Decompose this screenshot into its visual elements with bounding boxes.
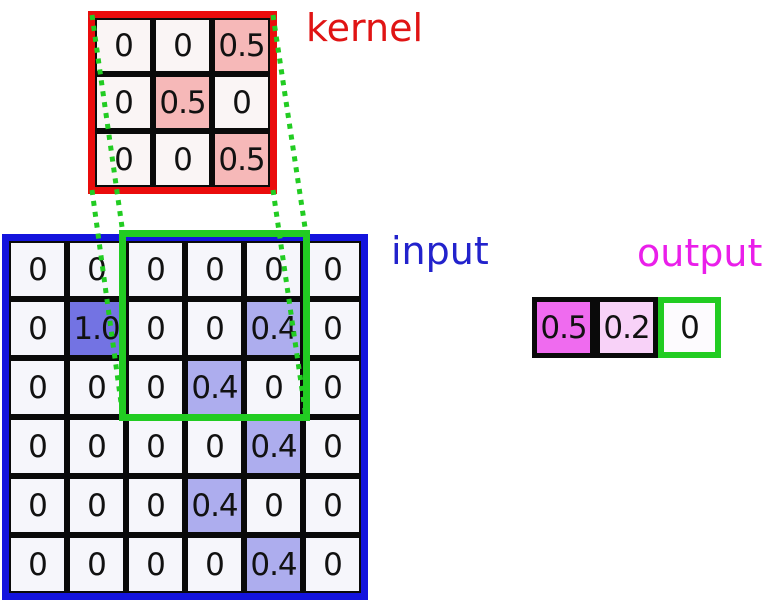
input-label: input — [391, 229, 489, 273]
kernel-cell: 0.5 — [215, 134, 268, 185]
input-cell: 0 — [306, 538, 359, 591]
input-cell: 0 — [129, 479, 182, 532]
kernel-cell: 0 — [97, 20, 150, 71]
input-cell: 0 — [306, 361, 359, 414]
kernel-cell: 0.5 — [215, 20, 268, 71]
input-cell: 0 — [129, 243, 182, 296]
input-cell: 1.0 — [70, 302, 123, 355]
input-cell: 0 — [70, 479, 123, 532]
input-cell: 0 — [11, 420, 64, 473]
input-cell: 0 — [306, 302, 359, 355]
input-cell: 0 — [70, 243, 123, 296]
kernel-grid: 0 0 0.5 0 0.5 0 0 0 0.5 — [88, 11, 277, 194]
input-cell: 0 — [129, 302, 182, 355]
input-cell: 0 — [70, 361, 123, 414]
input-cell: 0 — [188, 302, 241, 355]
kernel-label: kernel — [306, 6, 424, 50]
output-label: output — [637, 231, 763, 275]
input-cell: 0 — [306, 479, 359, 532]
input-cell: 0 — [70, 420, 123, 473]
kernel-cell: 0.5 — [156, 77, 209, 128]
output-cell: 0.5 — [532, 297, 595, 358]
input-cell: 0.4 — [247, 538, 300, 591]
input-cell: 0.4 — [188, 479, 241, 532]
input-cell: 0 — [306, 420, 359, 473]
input-cell: 0 — [11, 479, 64, 532]
input-cell: 0 — [129, 420, 182, 473]
kernel-cell: 0 — [215, 77, 268, 128]
input-cell: 0.4 — [188, 361, 241, 414]
output-cell: 0.2 — [595, 297, 658, 358]
input-cell: 0 — [306, 243, 359, 296]
input-cell: 0 — [129, 538, 182, 591]
output-cell: 0 — [658, 297, 721, 358]
receptive-field-highlight — [119, 230, 310, 421]
output-row: 0.5 0.2 0 — [532, 297, 721, 358]
input-cell: 0 — [11, 361, 64, 414]
input-cell: 0 — [247, 479, 300, 532]
input-cell: 0 — [188, 538, 241, 591]
input-cell: 0 — [129, 361, 182, 414]
input-cell: 0 — [188, 420, 241, 473]
input-cell: 0.4 — [247, 420, 300, 473]
input-cell: 0 — [70, 538, 123, 591]
kernel-cell: 0 — [156, 20, 209, 71]
kernel-cell: 0 — [97, 77, 150, 128]
projection-line-top-right — [270, 14, 309, 235]
input-cell: 0 — [11, 243, 64, 296]
input-cell: 0 — [11, 302, 64, 355]
kernel-cell: 0 — [97, 134, 150, 185]
input-cell: 0 — [11, 538, 64, 591]
kernel-cell: 0 — [156, 134, 209, 185]
input-cell: 0 — [188, 243, 241, 296]
